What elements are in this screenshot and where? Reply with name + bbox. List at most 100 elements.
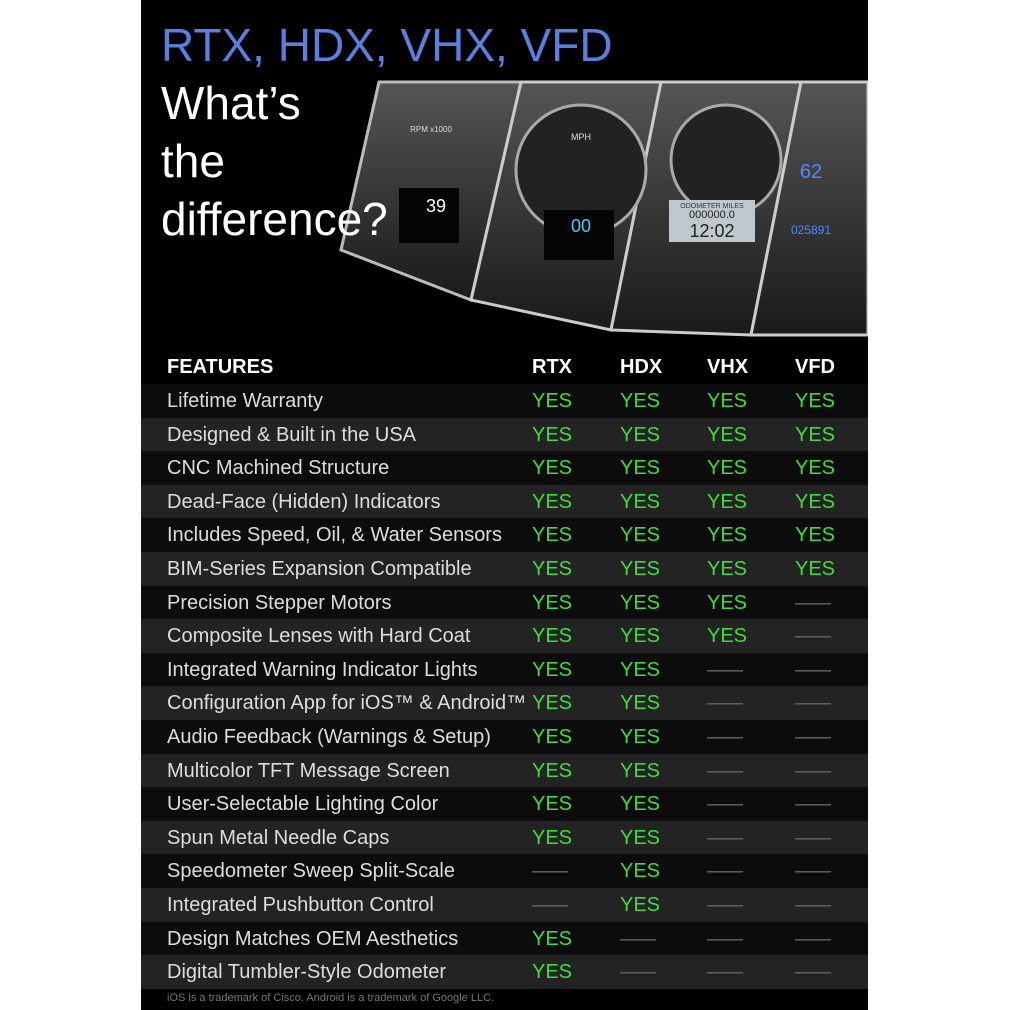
feature-value: YES: [620, 726, 661, 748]
vhx-lcd: [669, 200, 755, 242]
feature-name: Design Matches OEM Aesthetics: [167, 927, 459, 950]
feature-value: YES: [707, 423, 748, 446]
feature-value: —: [620, 927, 656, 950]
hero: 39 RPM x1000 MPH 00 ODOMETER MILES 00000…: [141, 0, 868, 340]
column-header: HDX: [620, 356, 663, 378]
hdx-speed: 00: [571, 216, 591, 236]
table-row: Digital Tumbler-Style Odometer YES — — —: [141, 955, 868, 989]
feature-value: YES: [532, 759, 573, 782]
feature-value: YES: [707, 457, 748, 480]
table-row: Audio Feedback (Warnings & Setup) YES YES —…: [141, 720, 868, 754]
feature-value: —: [707, 658, 743, 681]
table-row: Integrated Warning Indicator Lights YES YE…: [141, 652, 868, 687]
feature-name: Includes Speed, Oil, & Water Sensors: [167, 524, 502, 547]
vhx-odo: 000000.0: [689, 209, 735, 221]
feature-value: YES: [532, 390, 573, 412]
subtitle-line: What’s: [161, 77, 301, 129]
feature-name: User-Selectable Lighting Color: [167, 793, 439, 816]
feature-value: YES: [620, 793, 661, 816]
table-row: Composite Lenses with Hard Coat YES YES YES…: [141, 619, 868, 653]
subtitle-line: difference?: [161, 193, 388, 245]
feature-value: —: [707, 692, 743, 715]
table-row: Multicolor TFT Message Screen YES YES — —: [141, 753, 868, 788]
table-row: Design Matches OEM Aesthetics YES — — —: [141, 921, 868, 956]
feature-name: Dead-Face (Hidden) Indicators: [167, 490, 441, 513]
feature-value: YES: [795, 390, 836, 412]
feature-value: —: [707, 826, 743, 849]
feature-name: Spun Metal Needle Caps: [167, 826, 390, 849]
vhx-dial: [669, 103, 783, 217]
feature-name: BIM-Series Expansion Compatible: [167, 558, 472, 580]
feature-name: Multicolor TFT Message Screen: [167, 759, 450, 782]
feature-value: —: [795, 961, 831, 984]
feature-value: YES: [532, 524, 573, 547]
column-header: FEATURES: [167, 356, 274, 378]
feature-value: —: [707, 927, 743, 950]
feature-value: —: [795, 726, 831, 748]
feature-value: YES: [532, 490, 573, 513]
subtitle-line: the: [161, 135, 225, 187]
feature-value: —: [795, 793, 831, 816]
footnote: iOS is a trademark of Cisco. Android is …: [167, 992, 495, 1004]
header-row: FEATURES RTX HDX VHX VFD: [141, 350, 868, 385]
feature-value: YES: [707, 591, 748, 614]
column-header: VFD: [795, 356, 835, 378]
feature-name: Integrated Warning Indicator Lights: [167, 658, 478, 681]
feature-value: YES: [707, 390, 748, 412]
column-header: RTX: [532, 356, 572, 378]
feature-value: YES: [620, 860, 661, 883]
feature-value: —: [795, 625, 831, 648]
table-row: Includes Speed, Oil, & Water Sensors YES Y…: [141, 518, 868, 552]
table-row: Precision Stepper Motors YES YES YES —: [141, 585, 868, 620]
feature-value: —: [620, 961, 656, 984]
hdx-screen: [544, 210, 614, 260]
feature-value: YES: [532, 793, 573, 816]
feature-value: YES: [532, 423, 573, 446]
feature-name: Designed & Built in the USA: [167, 423, 417, 446]
feature-value: YES: [707, 490, 748, 513]
rtx-screen: [399, 188, 459, 243]
feature-value: YES: [620, 759, 661, 782]
table-row: Dead-Face (Hidden) Indicators YES YES YES YE…: [141, 484, 868, 519]
feature-name: Lifetime Warranty: [167, 390, 323, 412]
table-row: Speedometer Sweep Split-Scale — YES — —: [141, 854, 868, 888]
gauge-art: 39 RPM x1000 MPH 00 ODOMETER MILES 00000…: [339, 80, 868, 337]
feature-value: YES: [620, 591, 661, 614]
feature-value: YES: [707, 524, 748, 547]
feature-value: YES: [532, 726, 573, 748]
feature-value: —: [795, 692, 831, 715]
table-row: Lifetime Warranty YES YES YES YES: [141, 384, 868, 418]
vhx-lcd-label: ODOMETER MILES: [680, 203, 744, 210]
feature-name: CNC Machined Structure: [167, 457, 390, 480]
vfd-panel: [749, 80, 868, 337]
vhx-clock: 12:02: [689, 221, 734, 241]
feature-value: —: [795, 860, 831, 883]
feature-value: YES: [532, 457, 573, 480]
feature-value: —: [707, 860, 743, 883]
feature-value: YES: [620, 490, 661, 513]
feature-value: YES: [620, 894, 661, 916]
feature-value: YES: [532, 625, 573, 648]
feature-value: YES: [620, 524, 661, 547]
table-row: Integrated Pushbutton Control — YES — —: [141, 888, 868, 922]
feature-value: YES: [532, 927, 573, 950]
column-header: VHX: [707, 356, 749, 378]
table-row: Configuration App for iOS™ & Android™ YES…: [141, 686, 868, 720]
feature-value: —: [707, 894, 743, 916]
feature-value: YES: [620, 625, 661, 648]
feature-value: —: [795, 894, 831, 916]
feature-value: YES: [795, 457, 836, 480]
feature-value: YES: [532, 558, 573, 580]
feature-value: YES: [620, 826, 661, 849]
table-row: User-Selectable Lighting Color YES YES — —: [141, 787, 868, 821]
feature-value: YES: [620, 692, 661, 715]
feature-value: YES: [707, 558, 748, 580]
feature-value: —: [707, 961, 743, 984]
feature-value: —: [707, 726, 743, 748]
rtx-label: RPM x1000: [410, 125, 452, 134]
feature-value: YES: [532, 658, 573, 681]
feature-value: —: [532, 860, 568, 883]
feature-value: —: [795, 658, 831, 681]
vfd-speed: 62: [800, 161, 822, 183]
